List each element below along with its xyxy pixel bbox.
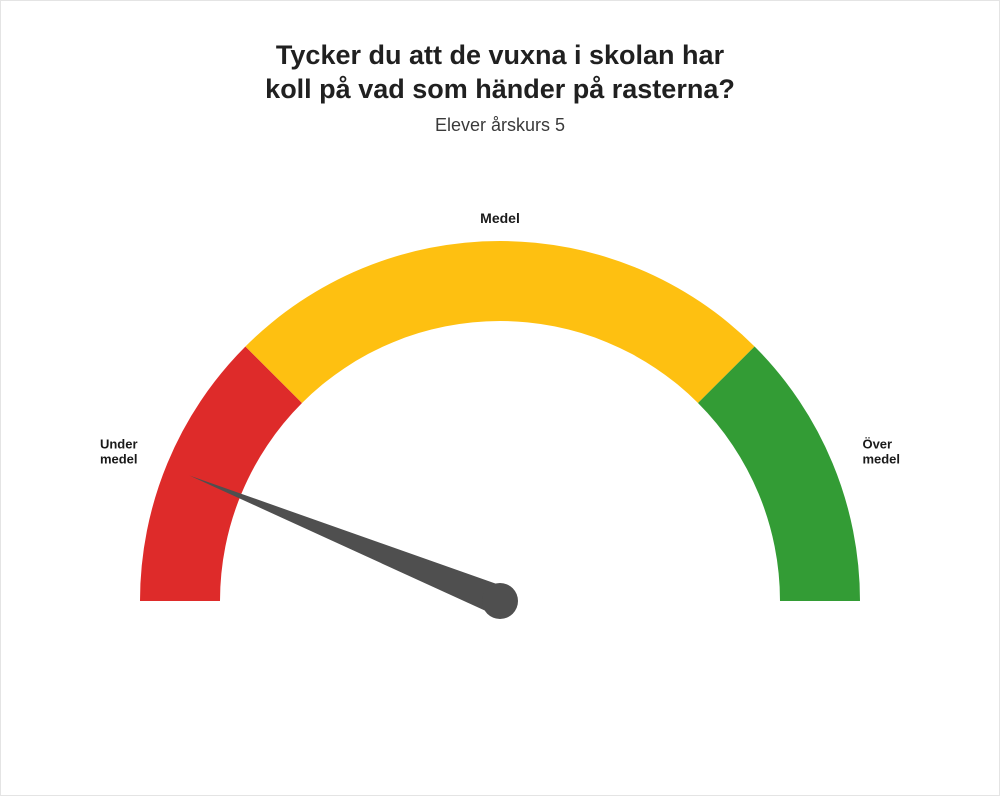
title-line-1: Tycker du att de vuxna i skolan har	[276, 40, 724, 70]
segment-label-medel: Medel	[480, 210, 520, 226]
chart-title: Tycker du att de vuxna i skolan har koll…	[1, 39, 999, 107]
segment-label-under-medel: Undermedel	[100, 437, 138, 467]
gauge-needle-hub	[482, 583, 518, 619]
titles-block: Tycker du att de vuxna i skolan har koll…	[1, 1, 999, 136]
gauge-segment-0	[140, 346, 302, 601]
gauge-segment-2	[698, 346, 860, 601]
chart-subtitle: Elever årskurs 5	[1, 115, 999, 136]
gauge-container: Undermedel Medel Övermedel	[1, 171, 999, 731]
title-line-2: koll på vad som händer på rasterna?	[265, 74, 735, 104]
segment-label-over-medel: Övermedel	[862, 437, 900, 467]
gauge-needle	[189, 476, 505, 615]
chart-frame: Tycker du att de vuxna i skolan har koll…	[0, 0, 1000, 796]
gauge-segment-1	[245, 241, 754, 403]
gauge-chart: Undermedel Medel Övermedel	[60, 171, 940, 731]
